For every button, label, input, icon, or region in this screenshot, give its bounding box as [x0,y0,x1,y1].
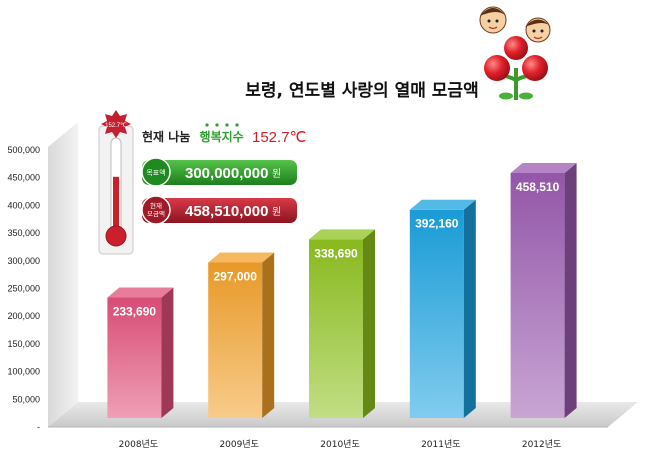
x-tick-label: 2008년도 [119,439,158,450]
y-tick-label: 350,000 [7,228,40,238]
index-value: 152.7℃ [252,129,306,146]
y-tick-label: 50,000 [12,394,40,404]
y-tick-label: 100,000 [7,367,40,377]
bar-value-label: 392,160 [415,217,459,231]
bar-side [262,252,275,418]
index-highlight: 행복지수 [200,129,244,144]
bar-side [161,287,174,418]
bar: 233,690 [107,287,174,418]
bar: 458,510 [510,162,577,418]
y-tick-label: 450,000 [7,173,40,183]
current-label-line1: 현재 [150,202,162,210]
bar-side [463,199,476,418]
bar-front [409,209,464,418]
bar-top [208,252,275,263]
happiness-index: 현재 나눔 행복지수 152.7℃ [142,123,306,146]
x-tick-label: 2011년도 [421,439,460,450]
bar: 338,690 [309,229,375,418]
current-amount-box: 현재 모금액 458,510,000 원 [141,195,297,225]
bar: 297,000 [208,252,275,418]
x-tick-label: 2010년도 [320,439,359,450]
temperature-badge: 152.7℃ [105,123,127,129]
goal-label: 목표액 [146,169,165,177]
bar: 392,160 [409,199,476,418]
temperature-badge-icon [101,110,131,138]
goal-unit: 원 [272,168,281,180]
highlight-dots-icon [205,123,239,127]
y-tick-label: 250,000 [7,284,40,294]
bar-side [363,229,375,418]
y-axis: - 50,000 100,000 150,000 200,000 250,000 300,0… [7,145,40,432]
bar-front [107,297,162,418]
chart-title: 보령, 연도별 사랑의 열매 모금액 [245,80,478,101]
svg-text:현재 나눔 행복지수: 현재 나눔 행복지수 [142,129,244,144]
y-tick-label: 200,000 [7,311,40,321]
current-unit: 원 [272,206,281,218]
y-tick-label: 400,000 [7,200,40,210]
current-label-line2: 모금액 [147,210,165,218]
bar-front [208,262,263,418]
index-prefix: 현재 나눔 [142,129,190,144]
bar-value-label: 297,000 [214,269,258,283]
y-tick-label: - [37,422,40,432]
bar-value-label: 338,690 [314,246,358,260]
bar-top [107,287,174,298]
bar-top [309,229,375,240]
bar-front [309,239,363,418]
thermometer-fill [113,176,119,232]
y-tick-label: 300,000 [7,256,40,266]
love-fruit-mascot-icon [479,6,551,100]
current-amount: 458,510,000 [185,203,268,220]
x-tick-label: 2009년도 [219,439,258,450]
bar-top [409,199,476,210]
goal-amount: 300,000,000 [185,165,268,182]
goal-amount-box: 목표액 300,000,000 원 [141,157,297,187]
bar-side [564,162,577,418]
thermometer: 152.7℃ [98,110,134,255]
bars: 233,690 297,000 338,690 392,160 458,510 [107,162,577,418]
bar-front [510,172,565,418]
x-tick-label: 2012년도 [522,439,561,450]
bar-value-label: 458,510 [516,180,560,194]
x-axis: 2008년도 2009년도 2010년도 2011년도 2012년도 [119,439,562,450]
y-tick-label: 150,000 [7,339,40,349]
bar-top [510,162,577,173]
y-tick-label: 500,000 [7,145,40,155]
bar-value-label: 233,690 [113,305,157,319]
